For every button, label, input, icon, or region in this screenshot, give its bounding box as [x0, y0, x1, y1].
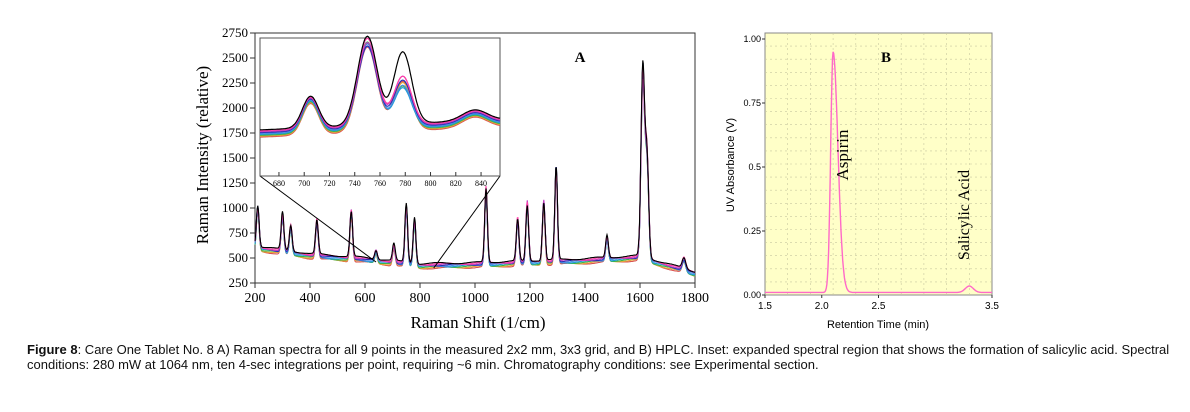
panel-b-ylabel: UV Absorbance (V): [725, 118, 737, 212]
inset-xtick-label: 740: [349, 179, 361, 188]
a-xtick-label: 1400: [571, 291, 599, 306]
b-ytick-label: 1.00: [743, 34, 761, 44]
a-xtick-label: 1800: [681, 291, 709, 306]
a-ytick-label: 2000: [222, 100, 248, 115]
b-xtick-label: 1.5: [758, 301, 772, 312]
zoom-line-left: [259, 175, 377, 263]
b-xtick-label: 3.5: [985, 301, 999, 312]
a-ytick-label: 750: [229, 225, 249, 240]
figure-canvas: 250 500 750 1000 1250 1500 1750 2000 2250 2500 275…: [193, 25, 999, 332]
a-ytick-label: 1000: [222, 200, 248, 215]
inset-xtick-label: 840: [475, 179, 487, 188]
a-ytick-label: 1750: [222, 125, 248, 140]
inset-frame: [259, 37, 501, 177]
panel-a-ylabel: Raman Intensity (relative): [193, 66, 212, 244]
a-xtick-label: 600: [355, 291, 376, 306]
chromatogram-line: [765, 51, 992, 294]
salicylic-peak-label: Salicylic Acid: [956, 170, 973, 260]
inset-plot: 680 700 720 740 760 780 800 820 840: [259, 35, 501, 188]
b-ytick-label: 0.00: [743, 290, 761, 300]
aspirin-peak-label: Aspirin: [833, 129, 852, 181]
inset-xtick-label: 820: [450, 179, 462, 188]
panel-b-xlabel: Retention Time (min): [827, 319, 929, 331]
b-ytick-label: 0.75: [743, 98, 761, 108]
inset-spectrum-line: [259, 35, 501, 131]
caption-text: : Care One Tablet No. 8 A) Raman spectra…: [27, 342, 1170, 372]
inset-xtick-label: 680: [273, 179, 285, 188]
a-ytick-label: 250: [229, 275, 249, 290]
inset-xtick-label: 720: [323, 179, 335, 188]
a-xtick-label: 1600: [626, 291, 654, 306]
a-ytick-label: 1500: [222, 150, 248, 165]
b-xtick-label: 2.5: [872, 301, 886, 312]
raman-spectrum-line: [254, 60, 696, 273]
a-xtick-label: 1200: [516, 291, 544, 306]
a-ytick-label: 2500: [222, 50, 248, 65]
panel-a-label: A: [575, 50, 586, 66]
a-xtick-label: 200: [245, 291, 266, 306]
panel-b-label: B: [881, 50, 891, 66]
a-xtick-label: 400: [300, 291, 321, 306]
a-ytick-label: 2750: [222, 25, 248, 40]
inset-xtick-label: 700: [298, 179, 310, 188]
caption-label: Figure 8: [27, 342, 78, 357]
panel-a-xlabel: Raman Shift (1/cm): [410, 313, 545, 332]
a-ytick-label: 2250: [222, 75, 248, 90]
b-xtick-label: 2.0: [815, 301, 829, 312]
panel-a: 250 500 750 1000 1250 1500 1750 2000 2250 2500 275…: [193, 25, 709, 332]
b-ytick-label: 0.5: [748, 162, 761, 172]
a-xtick-label: 1000: [461, 291, 489, 306]
inset-xtick-label: 760: [374, 179, 386, 188]
zoom-line-right: [433, 175, 501, 269]
a-ytick-label: 500: [229, 250, 249, 265]
a-xtick-label: 800: [410, 291, 431, 306]
panel-b: 0.00 0.25 0.5 0.75 1.00 1.5 2.0 2.5 3.5 B Aspir…: [725, 32, 999, 331]
figure-caption: Figure 8: Care One Tablet No. 8 A) Raman…: [27, 342, 1172, 372]
inset-xtick-label: 780: [399, 179, 411, 188]
inset-xtick-label: 800: [425, 179, 437, 188]
b-ytick-label: 0.25: [743, 226, 761, 236]
a-ytick-label: 1250: [222, 175, 248, 190]
